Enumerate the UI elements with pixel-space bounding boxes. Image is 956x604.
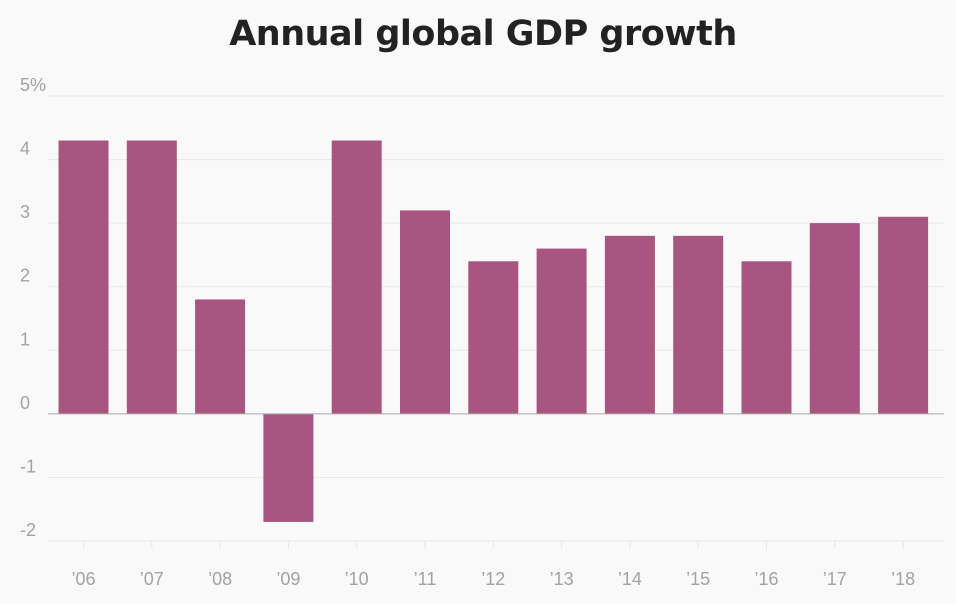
x-tick-label: ’14: [618, 569, 642, 589]
x-tick-label: ’09: [276, 569, 300, 589]
bar: [809, 223, 860, 414]
bar: [331, 140, 382, 414]
x-tick-label: ’12: [481, 569, 505, 589]
bar: [195, 299, 246, 414]
bars: [58, 140, 929, 522]
bar: [673, 235, 724, 414]
bar: [604, 235, 655, 414]
y-tick-label: 2: [20, 266, 30, 286]
y-tick-label: 4: [20, 139, 30, 159]
x-axis-tick-labels: ’06 ’07 ’08 ’09 ’10 ’11 ’12 ’13 ’14 ’15 ’16 ’17 ’18: [71, 569, 915, 589]
bar: [126, 140, 177, 414]
x-tick-label: ’07: [140, 569, 164, 589]
bar: [536, 248, 587, 414]
bar: [58, 140, 109, 414]
x-tick-label: ’06: [71, 569, 95, 589]
bar: [400, 210, 450, 414]
x-tick-label: ’17: [823, 569, 847, 589]
x-tick-label: ’16: [754, 569, 778, 589]
x-tick-label: ’15: [686, 569, 710, 589]
x-tick-label: ’08: [208, 569, 232, 589]
y-tick-label: 0: [20, 393, 30, 413]
y-tick-label: 5%: [20, 75, 46, 95]
grid-layer: [48, 95, 944, 549]
bar: [741, 261, 792, 414]
y-tick-label: 1: [20, 329, 30, 349]
chart-title: Annual global GDP growth: [229, 14, 737, 54]
y-tick-label: -1: [20, 456, 36, 476]
x-tick-label: ’10: [345, 569, 369, 589]
bar: [468, 261, 519, 414]
bar: [878, 216, 929, 414]
y-axis-tick-labels: 5% 4 3 2 1 0 -1 -2: [20, 75, 46, 540]
x-tick-label: ’11: [414, 569, 437, 589]
y-tick-label: 3: [20, 202, 30, 222]
y-tick-label: -2: [20, 520, 36, 540]
x-tick-label: ’18: [891, 569, 915, 589]
bar: [263, 413, 314, 522]
x-tick-label: ’13: [550, 569, 574, 589]
